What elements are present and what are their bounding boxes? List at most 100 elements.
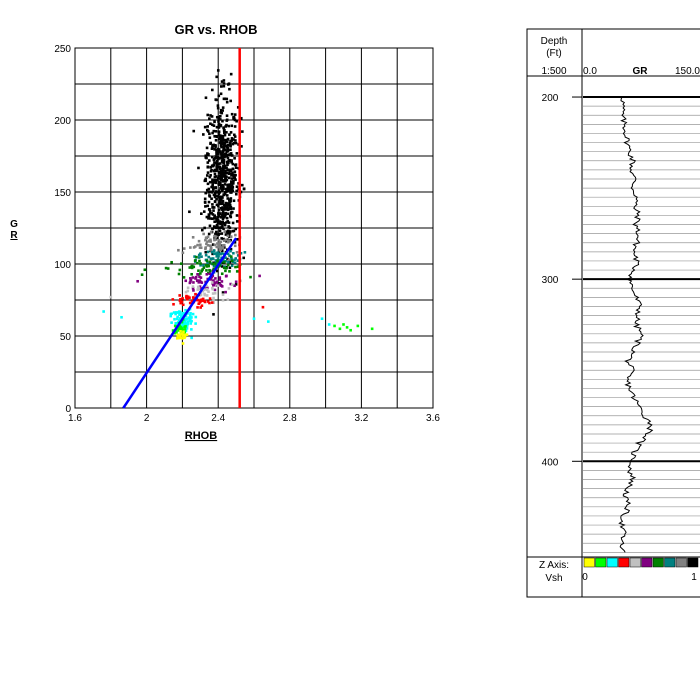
scatter-point [223,129,226,132]
scatter-point [209,114,212,117]
scatter-point [230,259,234,263]
scatter-point [213,161,216,164]
scatter-point [222,187,225,191]
scatter-point [228,260,232,264]
scatter-point [226,257,229,261]
scatter-point [249,275,252,279]
scatter-point [223,208,227,211]
scatter-point [206,235,210,239]
scatter-point [207,200,211,204]
scatter-point [197,239,201,243]
scatter-point [225,178,229,182]
scatter-point [220,265,224,268]
scatter-point [202,299,206,303]
scatter-point [220,175,224,179]
scatter-point [203,197,207,201]
scatter-point [227,176,231,180]
scatter-point [219,248,222,252]
scatter-point [232,176,236,180]
scatter-point [220,188,224,192]
scatter-point [221,224,224,227]
scatter-point [198,299,202,303]
scatter-point [213,226,217,229]
scatter-point [232,229,236,233]
scatter-point [210,155,214,159]
scatter-point [225,118,229,122]
scatter-point [213,144,217,147]
scatter-point [221,213,225,217]
scatter-point [226,229,230,233]
scatter-point [174,321,178,325]
vsh-max-label: 1 [691,572,697,583]
scatter-point [208,208,211,211]
scatter-point [217,214,221,218]
scatter-point [227,82,231,86]
scatter-point [224,238,227,242]
scatter-point [193,259,197,262]
depth-tick-label: 200 [542,93,559,104]
scatter-point [178,335,181,338]
scatter-point [213,195,217,199]
scatter-point [233,118,237,122]
scatter-point [342,323,345,326]
scatter-point [207,232,211,236]
scatter-point [221,217,225,221]
scatter-point [230,139,234,142]
scatter-point [228,266,232,270]
scatter-point [219,284,223,287]
scatter-point [224,211,228,215]
scatter-point [216,242,219,245]
scatter-point [222,153,225,157]
x-tick-labels: 1.6 2 2.4 2.8 3.2 3.6 [68,413,440,424]
scatter-point [208,244,212,247]
scatter-point [220,237,223,240]
vsh-min-label: 0 [582,572,588,583]
scatter-point [198,275,201,279]
scatter-point [187,316,191,319]
scatter-point [206,130,210,133]
scatter-point [201,297,205,301]
scatter-point [221,206,224,209]
scatter-point [210,281,214,284]
scatter-point [226,239,230,243]
scatter-point [221,210,225,213]
scatter-point [218,177,222,180]
scatter-point [235,152,239,155]
scatter-point [218,276,222,279]
vsh-color-swatch [618,557,630,568]
scatter-point [136,279,139,283]
scatter-point [215,197,218,201]
scatter-point [227,172,231,176]
scatter-point [177,320,181,323]
scatter-point [225,100,229,104]
scatter-point [180,332,184,336]
scatter-point [178,318,181,322]
scatter-point [179,330,182,333]
scatter-point [199,276,203,279]
scatter-point [233,135,237,138]
scatter-point [211,243,215,246]
scatter-point [219,187,222,190]
scatter-point [211,250,214,254]
scatter-point [234,178,237,181]
scatter-point [208,175,212,179]
scatter-point [204,253,208,257]
scatter-point [228,270,231,273]
scatter-point [215,125,219,129]
scatter-point [214,277,217,280]
scatter-point [218,171,221,174]
scatter-point [221,137,225,140]
scatter-point [224,166,227,170]
scatter-point [223,97,227,101]
scatter-point [208,272,212,276]
scatter-point [211,187,215,191]
scatter-point [170,260,173,264]
scatter-point [120,315,123,319]
scatter-point [166,267,170,270]
scatter-point [218,220,221,223]
scatter-point [185,294,188,298]
scatter-point [207,187,211,191]
scatter-point [194,277,197,280]
scatter-point [236,265,240,269]
scatter-point [225,266,228,270]
